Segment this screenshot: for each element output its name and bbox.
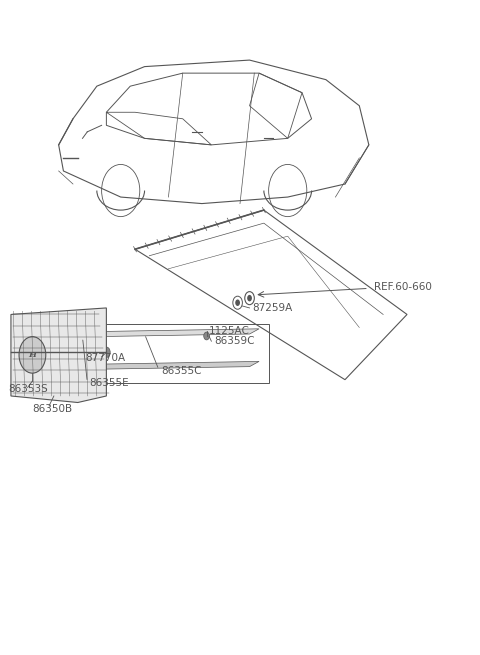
Circle shape — [235, 299, 240, 306]
Text: 86355C: 86355C — [161, 365, 202, 375]
Text: REF.60-660: REF.60-660 — [373, 282, 432, 292]
Polygon shape — [59, 362, 259, 370]
Circle shape — [19, 337, 46, 373]
Text: 86353S: 86353S — [9, 384, 48, 394]
Bar — [49, 324, 269, 383]
Text: H: H — [28, 351, 36, 359]
Text: 86359C: 86359C — [214, 336, 254, 346]
Text: 1125AC: 1125AC — [209, 326, 250, 337]
Text: 87259A: 87259A — [252, 303, 292, 313]
Polygon shape — [59, 329, 259, 337]
Polygon shape — [11, 308, 107, 403]
Text: 86350B: 86350B — [33, 404, 72, 414]
Text: 87770A: 87770A — [85, 352, 125, 362]
Circle shape — [204, 332, 209, 340]
Circle shape — [247, 295, 252, 301]
Text: 86355E: 86355E — [90, 378, 129, 388]
Circle shape — [103, 347, 110, 358]
